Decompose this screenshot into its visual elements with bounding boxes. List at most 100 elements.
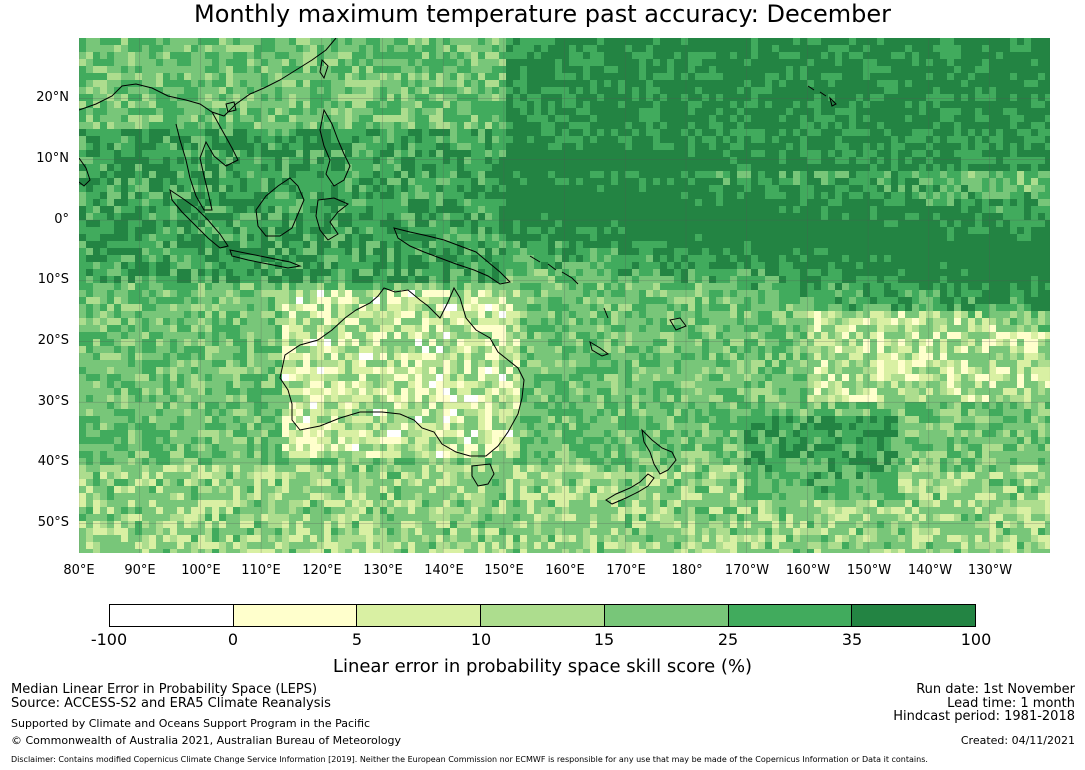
grid-cell (793, 101, 800, 108)
grid-cell (1045, 94, 1050, 101)
grid-cell (604, 38, 611, 45)
grid-cell (653, 248, 660, 255)
grid-cell (520, 150, 527, 157)
grid-cell (660, 38, 667, 45)
grid-cell (534, 192, 541, 199)
grid-cell (506, 150, 513, 157)
grid-cell (793, 290, 800, 297)
grid-cell (422, 129, 429, 136)
grid-cell (961, 199, 968, 206)
grid-cell (828, 241, 835, 248)
grid-cell (765, 101, 772, 108)
grid-cell (380, 108, 387, 115)
grid-cell (604, 262, 611, 269)
grid-cell (492, 206, 499, 213)
grid-cell (121, 38, 128, 45)
grid-cell (317, 339, 324, 346)
grid-cell (961, 66, 968, 73)
grid-cell (79, 108, 86, 115)
grid-cell (744, 143, 751, 150)
grid-cell (359, 311, 366, 318)
grid-cell (982, 136, 989, 143)
grid-cell (1031, 178, 1038, 185)
grid-cell (681, 45, 688, 52)
grid-cell (149, 262, 156, 269)
grid-cell (513, 136, 520, 143)
grid-cell (135, 178, 142, 185)
grid-cell (884, 150, 891, 157)
grid-cell (471, 339, 478, 346)
grid-cell (1017, 325, 1024, 332)
grid-cell (982, 276, 989, 283)
grid-cell (233, 311, 240, 318)
grid-cell (79, 115, 86, 122)
grid-cell (359, 73, 366, 80)
grid-cell (380, 150, 387, 157)
grid-cell (905, 143, 912, 150)
grid-cell (807, 38, 814, 45)
grid-cell (1038, 101, 1045, 108)
grid-cell (793, 276, 800, 283)
grid-cell (884, 59, 891, 66)
grid-cell (919, 206, 926, 213)
grid-cell (163, 192, 170, 199)
grid-cell (1045, 157, 1050, 164)
grid-cell (786, 339, 793, 346)
grid-cell (919, 213, 926, 220)
grid-cell (93, 122, 100, 129)
grid-cell (163, 108, 170, 115)
grid-cell (625, 332, 632, 339)
grid-cell (1024, 318, 1031, 325)
grid-cell (590, 311, 597, 318)
grid-cell (758, 129, 765, 136)
grid-cell (709, 304, 716, 311)
grid-cell (940, 297, 947, 304)
grid-cell (163, 185, 170, 192)
grid-cell (212, 269, 219, 276)
grid-cell (261, 220, 268, 227)
grid-cell (779, 87, 786, 94)
grid-cell (233, 255, 240, 262)
grid-cell (856, 192, 863, 199)
grid-cell (506, 234, 513, 241)
grid-cell (562, 129, 569, 136)
grid-cell (793, 213, 800, 220)
grid-cell (177, 94, 184, 101)
grid-cell (338, 129, 345, 136)
grid-cell (170, 122, 177, 129)
grid-cell (989, 157, 996, 164)
grid-cell (611, 94, 618, 101)
grid-cell (415, 262, 422, 269)
grid-cell (758, 206, 765, 213)
grid-cell (807, 206, 814, 213)
grid-cell (1031, 73, 1038, 80)
grid-cell (506, 192, 513, 199)
grid-cell (387, 66, 394, 73)
grid-cell (611, 339, 618, 346)
grid-cell (828, 108, 835, 115)
grid-cell (779, 213, 786, 220)
grid-cell (1024, 143, 1031, 150)
grid-cell (408, 227, 415, 234)
grid-cell (317, 248, 324, 255)
grid-cell (387, 150, 394, 157)
grid-cell (989, 234, 996, 241)
grid-cell (989, 318, 996, 325)
grid-cell (541, 108, 548, 115)
grid-cell (758, 262, 765, 269)
grid-cell (408, 297, 415, 304)
grid-cell (86, 73, 93, 80)
grid-cell (1038, 325, 1045, 332)
grid-cell (520, 318, 527, 325)
grid-cell (352, 129, 359, 136)
grid-cell (660, 164, 667, 171)
grid-cell (1003, 220, 1010, 227)
grid-cell (905, 66, 912, 73)
grid-cell (975, 311, 982, 318)
grid-cell (191, 220, 198, 227)
grid-cell (380, 199, 387, 206)
grid-cell (842, 143, 849, 150)
grid-cell (282, 52, 289, 59)
grid-cell (513, 325, 520, 332)
grid-cell (184, 325, 191, 332)
